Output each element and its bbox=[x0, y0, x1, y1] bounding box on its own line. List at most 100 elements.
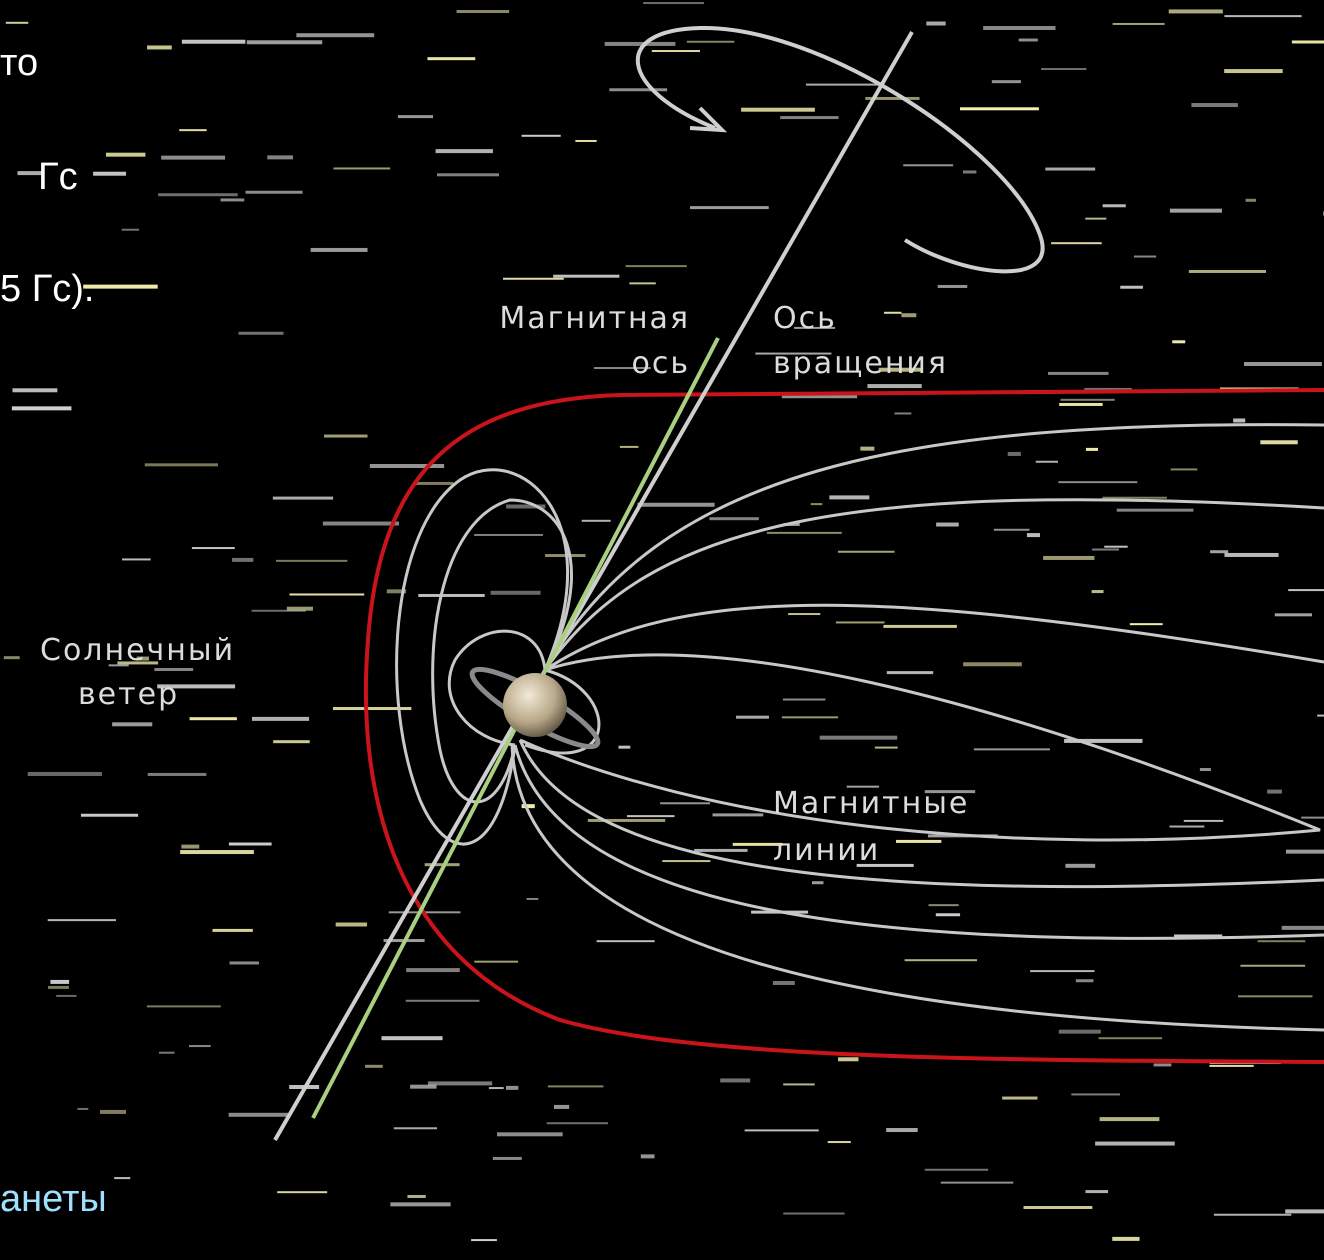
star-streak bbox=[773, 981, 795, 985]
star-streak bbox=[903, 164, 953, 166]
star-streak bbox=[1030, 970, 1094, 972]
page: {"slide_text": {"line1": "то", "line2": … bbox=[0, 0, 1324, 1260]
star-streak bbox=[1267, 790, 1282, 794]
star-streak bbox=[1260, 440, 1297, 444]
star-streak bbox=[181, 845, 199, 849]
star-streak bbox=[100, 1110, 126, 1114]
star-streak bbox=[1043, 556, 1094, 560]
star-streak bbox=[1019, 38, 1038, 41]
star-streak bbox=[838, 1057, 858, 1061]
star-streak bbox=[1008, 452, 1021, 456]
star-streak bbox=[230, 961, 260, 964]
star-streak bbox=[1154, 1063, 1172, 1066]
star-streak bbox=[437, 173, 499, 176]
star-streak bbox=[687, 41, 734, 43]
star-streak bbox=[414, 482, 454, 485]
star-streak bbox=[941, 1182, 1014, 1184]
star-streak bbox=[1285, 1209, 1324, 1213]
star-streak bbox=[838, 551, 895, 553]
star-streak bbox=[311, 248, 368, 252]
star-streak bbox=[56, 995, 76, 997]
star-streak bbox=[963, 662, 1022, 666]
star-streak bbox=[398, 115, 433, 118]
star-streak bbox=[267, 155, 293, 159]
star-streak bbox=[1246, 199, 1256, 202]
star-streak bbox=[497, 1132, 563, 1136]
star-streak bbox=[489, 1087, 504, 1089]
star-streak bbox=[936, 913, 960, 916]
star-streak bbox=[1170, 826, 1205, 828]
star-streak bbox=[1184, 820, 1223, 822]
star-streak bbox=[1258, 940, 1306, 942]
star-streak bbox=[407, 1195, 425, 1198]
star-streak bbox=[474, 534, 543, 536]
star-streak bbox=[1301, 817, 1324, 819]
star-streak bbox=[1099, 1037, 1163, 1039]
star-streak bbox=[618, 746, 630, 749]
star-streak bbox=[974, 748, 1050, 750]
star-streak bbox=[582, 520, 611, 522]
star-streak bbox=[829, 495, 869, 499]
star-streak bbox=[1189, 270, 1266, 273]
star-streak bbox=[643, 2, 704, 4]
diagram: Магнитная ось Ось вращения Солнечный вет… bbox=[0, 0, 1324, 1260]
star-streak bbox=[662, 860, 710, 862]
star-streak bbox=[694, 849, 747, 852]
star-streak bbox=[783, 1083, 815, 1085]
star-streak bbox=[1238, 995, 1312, 997]
star-streak bbox=[620, 446, 639, 448]
label: линии bbox=[773, 833, 880, 868]
star-streak bbox=[239, 332, 284, 335]
star-streak bbox=[221, 198, 245, 201]
slide-text: Гс bbox=[38, 156, 78, 199]
star-streak bbox=[1104, 546, 1127, 548]
star-streak bbox=[1041, 68, 1086, 70]
star-streak bbox=[474, 961, 518, 963]
star-streak bbox=[436, 149, 493, 153]
star-streak bbox=[788, 613, 820, 615]
star-streak bbox=[660, 802, 710, 804]
star-streak bbox=[605, 42, 676, 46]
star-streak bbox=[960, 107, 1039, 110]
star-streak bbox=[925, 1169, 988, 1171]
star-streak bbox=[491, 591, 541, 595]
label: ветер bbox=[78, 677, 179, 712]
slide-text: 5 Гс). bbox=[0, 268, 94, 311]
star-streak bbox=[812, 881, 823, 884]
star-streak bbox=[122, 229, 139, 231]
star-streak bbox=[12, 388, 57, 392]
star-streak bbox=[1233, 418, 1245, 422]
star-streak bbox=[418, 594, 484, 597]
star-streak bbox=[1224, 69, 1282, 73]
star-streak bbox=[690, 206, 769, 209]
star-streak bbox=[629, 282, 655, 284]
star-streak bbox=[554, 1105, 569, 1109]
star-streak bbox=[12, 406, 72, 410]
star-streak bbox=[983, 26, 1055, 30]
star-streak bbox=[1224, 15, 1301, 17]
star-streak bbox=[1085, 1190, 1108, 1193]
star-streak bbox=[901, 313, 916, 317]
star-streak bbox=[1134, 256, 1156, 258]
star-streak bbox=[246, 191, 303, 194]
star-streak bbox=[147, 1005, 221, 1007]
star-streak bbox=[180, 850, 254, 854]
star-streak bbox=[929, 904, 959, 906]
star-streak bbox=[883, 625, 956, 628]
star-streak bbox=[1240, 965, 1305, 967]
star-streak bbox=[1130, 623, 1163, 625]
star-streak bbox=[457, 10, 510, 13]
star-streak bbox=[1085, 218, 1106, 220]
star-streak bbox=[875, 747, 898, 749]
star-streak bbox=[1200, 768, 1211, 771]
star-streak bbox=[894, 412, 911, 414]
star-streak bbox=[1286, 850, 1324, 854]
star-streak bbox=[1112, 1237, 1139, 1241]
star-streak bbox=[626, 265, 687, 267]
star-streak bbox=[1103, 204, 1126, 207]
star-streak bbox=[1076, 979, 1094, 982]
star-streak bbox=[936, 523, 959, 527]
star-streak bbox=[886, 1128, 918, 1132]
star-streak bbox=[1120, 286, 1143, 289]
star-streak bbox=[1059, 1030, 1101, 1034]
